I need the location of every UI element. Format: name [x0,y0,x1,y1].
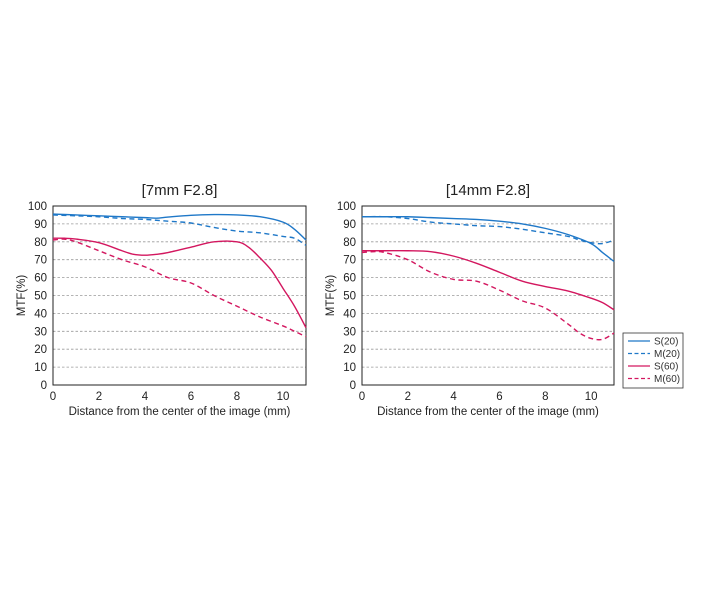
y-tick-label: 40 [343,308,356,320]
x-tick-label: 8 [542,391,548,403]
y-tick-label: 70 [343,255,356,267]
y-tick-label: 0 [350,380,356,392]
y-tick-label: 10 [34,362,47,374]
y-tick-label: 100 [337,201,356,213]
y-tick-label: 20 [343,344,356,356]
plot-frame [52,205,307,386]
x-tick-label: 0 [50,391,56,403]
y-tick-label: 100 [28,201,47,213]
y-axis-label: MTF(%) [325,275,337,317]
y-tick-label: 30 [34,326,47,338]
series-line-m-20 [52,214,307,246]
series-line-m-60 [52,238,307,338]
y-tick-label: 50 [343,291,356,303]
y-tick-label: 40 [34,308,47,320]
legend-label-m-60: M(60) [654,374,680,385]
chart-title: [14mm F2.8] [446,182,530,199]
y-tick-label: 50 [34,291,47,303]
y-tick-label: 60 [34,273,47,285]
chart-7mm: 0 10 20 30 40 50 60 70 80 90 100 0 2 4 6 8 10 Distance fr… [16,182,307,418]
y-tick-label: 20 [34,344,47,356]
series-line-m-20 [361,215,615,245]
y-tick-label: 10 [343,362,356,374]
y-tick-label: 80 [343,237,356,249]
legend: S(20)M(20) S(60)M(60) [622,332,684,389]
plot-frame [361,205,615,386]
legend-label-s-20: S(20) [654,337,678,348]
x-tick-label: 6 [188,391,194,403]
y-axis-label: MTF(%) [16,275,28,317]
x-tick-label: 0 [359,391,365,403]
y-tick-label: 0 [41,380,47,392]
y-tick-label: 80 [34,237,47,249]
y-tick-label: 30 [343,326,356,338]
x-tick-label: 10 [585,391,598,403]
x-tick-label: 6 [496,391,502,403]
series-line-s-20 [52,213,307,241]
y-tick-label: 60 [343,273,356,285]
x-tick-label: 2 [96,391,102,403]
x-axis-label: Distance from the center of the image (m… [377,406,599,418]
x-tick-label: 4 [142,391,149,403]
x-axis-label: Distance from the center of the image (m… [69,406,291,418]
legend-label-s-60: S(60) [654,362,678,373]
chart-14mm: 0 10 20 30 40 50 60 70 80 90 100 0 2 4 6 8 10 Distance fr… [325,182,615,418]
y-tick-label: 70 [34,255,47,267]
x-tick-label: 4 [450,391,457,403]
y-tick-label: 90 [343,219,356,231]
chart-title: [7mm F2.8] [142,182,218,199]
series-line-s-60 [52,237,307,329]
x-tick-label: 10 [277,391,290,403]
series-line-s-60 [362,249,615,311]
y-tick-label: 90 [34,219,47,231]
legend-box [622,332,684,389]
x-tick-label: 2 [405,391,411,403]
x-tick-label: 8 [234,391,240,403]
series-line-m-60 [361,250,615,341]
series-line-s-20 [362,215,615,263]
legend-label-m-20: M(20) [654,349,680,360]
